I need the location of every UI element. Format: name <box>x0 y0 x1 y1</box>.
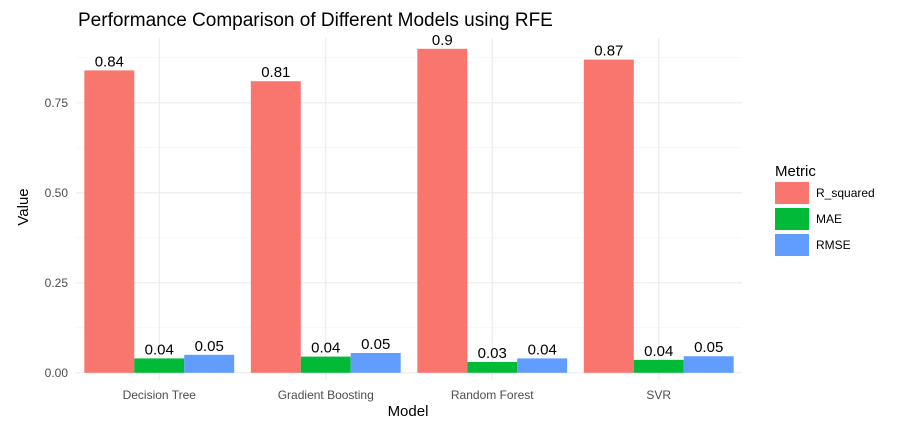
legend-label: MAE <box>816 212 842 226</box>
y-tick-label: 0.50 <box>45 186 69 200</box>
bar-r-squared <box>583 59 634 373</box>
chart-title: Performance Comparison of Different Mode… <box>78 10 553 31</box>
bar-mae <box>134 358 185 373</box>
bar-rmse <box>517 358 568 373</box>
data-label: 0.9 <box>432 32 453 49</box>
bar-rmse <box>184 354 235 373</box>
legend-label: R_squared <box>816 186 875 200</box>
data-labels: 0.84 0.04 0.05 0.81 0.04 0.05 0.9 0.03 0.04 0.87 0… <box>95 32 724 362</box>
bar-rmse <box>683 356 734 373</box>
legend-key-rmse <box>775 234 809 256</box>
legend-title: Metric <box>775 163 816 180</box>
data-label: 0.87 <box>594 43 623 60</box>
x-axis-title: Model <box>388 403 429 420</box>
legend-key-mae <box>775 208 809 230</box>
x-tick-label: Random Forest <box>451 388 534 402</box>
data-label: 0.81 <box>261 64 290 81</box>
y-axis-ticks: 0.00 0.25 0.50 0.75 <box>45 96 69 380</box>
bar-r-squared <box>250 81 301 373</box>
y-axis-title: Value <box>15 188 32 225</box>
bars <box>84 48 734 373</box>
data-label: 0.03 <box>478 345 507 362</box>
data-label: 0.05 <box>195 338 224 355</box>
data-label: 0.05 <box>694 339 723 356</box>
bar-mae <box>467 362 518 373</box>
data-label: 0.04 <box>145 341 174 358</box>
y-tick-label: 0.25 <box>45 276 69 290</box>
bar-mae <box>300 356 351 373</box>
data-label: 0.04 <box>644 343 673 360</box>
bar-rmse <box>350 353 401 373</box>
x-axis-ticks: Decision Tree Gradient Boosting Random For… <box>123 388 672 402</box>
bar-mae <box>633 359 684 373</box>
x-tick-label: Decision Tree <box>123 388 197 402</box>
data-label: 0.04 <box>528 341 557 358</box>
legend-label: RMSE <box>816 238 851 252</box>
legend: Metric R_squared MAE RMSE <box>775 163 875 256</box>
grid <box>76 38 742 380</box>
x-tick-label: SVR <box>646 388 671 402</box>
data-label: 0.84 <box>95 53 124 70</box>
data-label: 0.04 <box>311 340 340 357</box>
x-tick-label: Gradient Boosting <box>278 388 374 402</box>
bar-r-squared <box>84 70 135 373</box>
y-tick-label: 0.75 <box>45 96 69 110</box>
legend-key-r-squared <box>775 182 809 204</box>
y-tick-label: 0.00 <box>45 366 69 380</box>
data-label: 0.05 <box>361 336 390 353</box>
bar-r-squared <box>417 48 468 373</box>
